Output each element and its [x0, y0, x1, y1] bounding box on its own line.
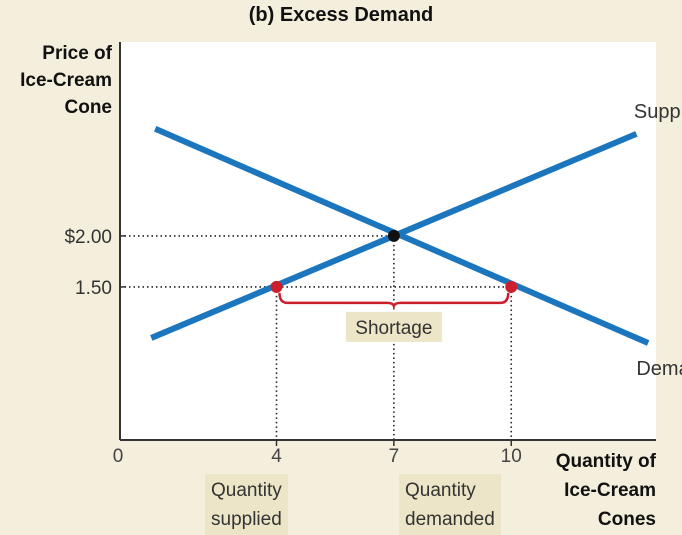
demand-curve — [154, 125, 650, 346]
quantity-demanded-point-marker — [505, 280, 518, 293]
equilibrium-marker — [387, 229, 400, 242]
x-axis-label: Quantity of Ice-Cream Cones — [556, 447, 656, 534]
y-tick-label-1.5: 1.50 — [75, 278, 112, 299]
x-axis-label-line-3: Cones — [597, 509, 656, 530]
y-axis-label-line-3: Cone — [64, 97, 113, 118]
x-tick-label-7: 7 — [389, 446, 400, 467]
quantity-supplied-line-2: supplied — [211, 509, 282, 530]
y-axis-label-line-2: Ice-Cream — [20, 70, 112, 91]
demand-label: Demand — [636, 358, 682, 380]
shortage-label-box — [345, 311, 442, 342]
quantity-demanded-line-2: demanded — [405, 509, 495, 530]
origin-label: 0 — [113, 446, 124, 467]
supply-label: Supply — [634, 101, 682, 123]
quantity-demanded-line-1: Quantity — [405, 480, 476, 501]
shortage-bracket — [278, 292, 510, 310]
quantity-supplied-point-marker — [270, 280, 283, 293]
x-axis-label-line-2: Ice-Cream — [564, 480, 656, 501]
x-tick-label-10: 10 — [501, 446, 522, 467]
y-tick-label-2: $2.00 — [64, 227, 112, 248]
quantity-demanded-label: Quantity demanded — [399, 474, 501, 535]
chart-title: (b) Excess Demand — [248, 4, 434, 26]
quantity-supplied-label: Quantity supplied — [205, 474, 288, 535]
shortage-label: Shortage — [355, 318, 432, 339]
y-axis-label: Price of Ice-Cream Cone — [0, 40, 112, 121]
y-axis-label-line-1: Price of — [42, 43, 112, 64]
x-axis-label-line-1: Quantity of — [555, 451, 656, 472]
quantity-supplied-line-1: Quantity — [211, 480, 282, 501]
x-tick-label-4: 4 — [271, 446, 282, 467]
